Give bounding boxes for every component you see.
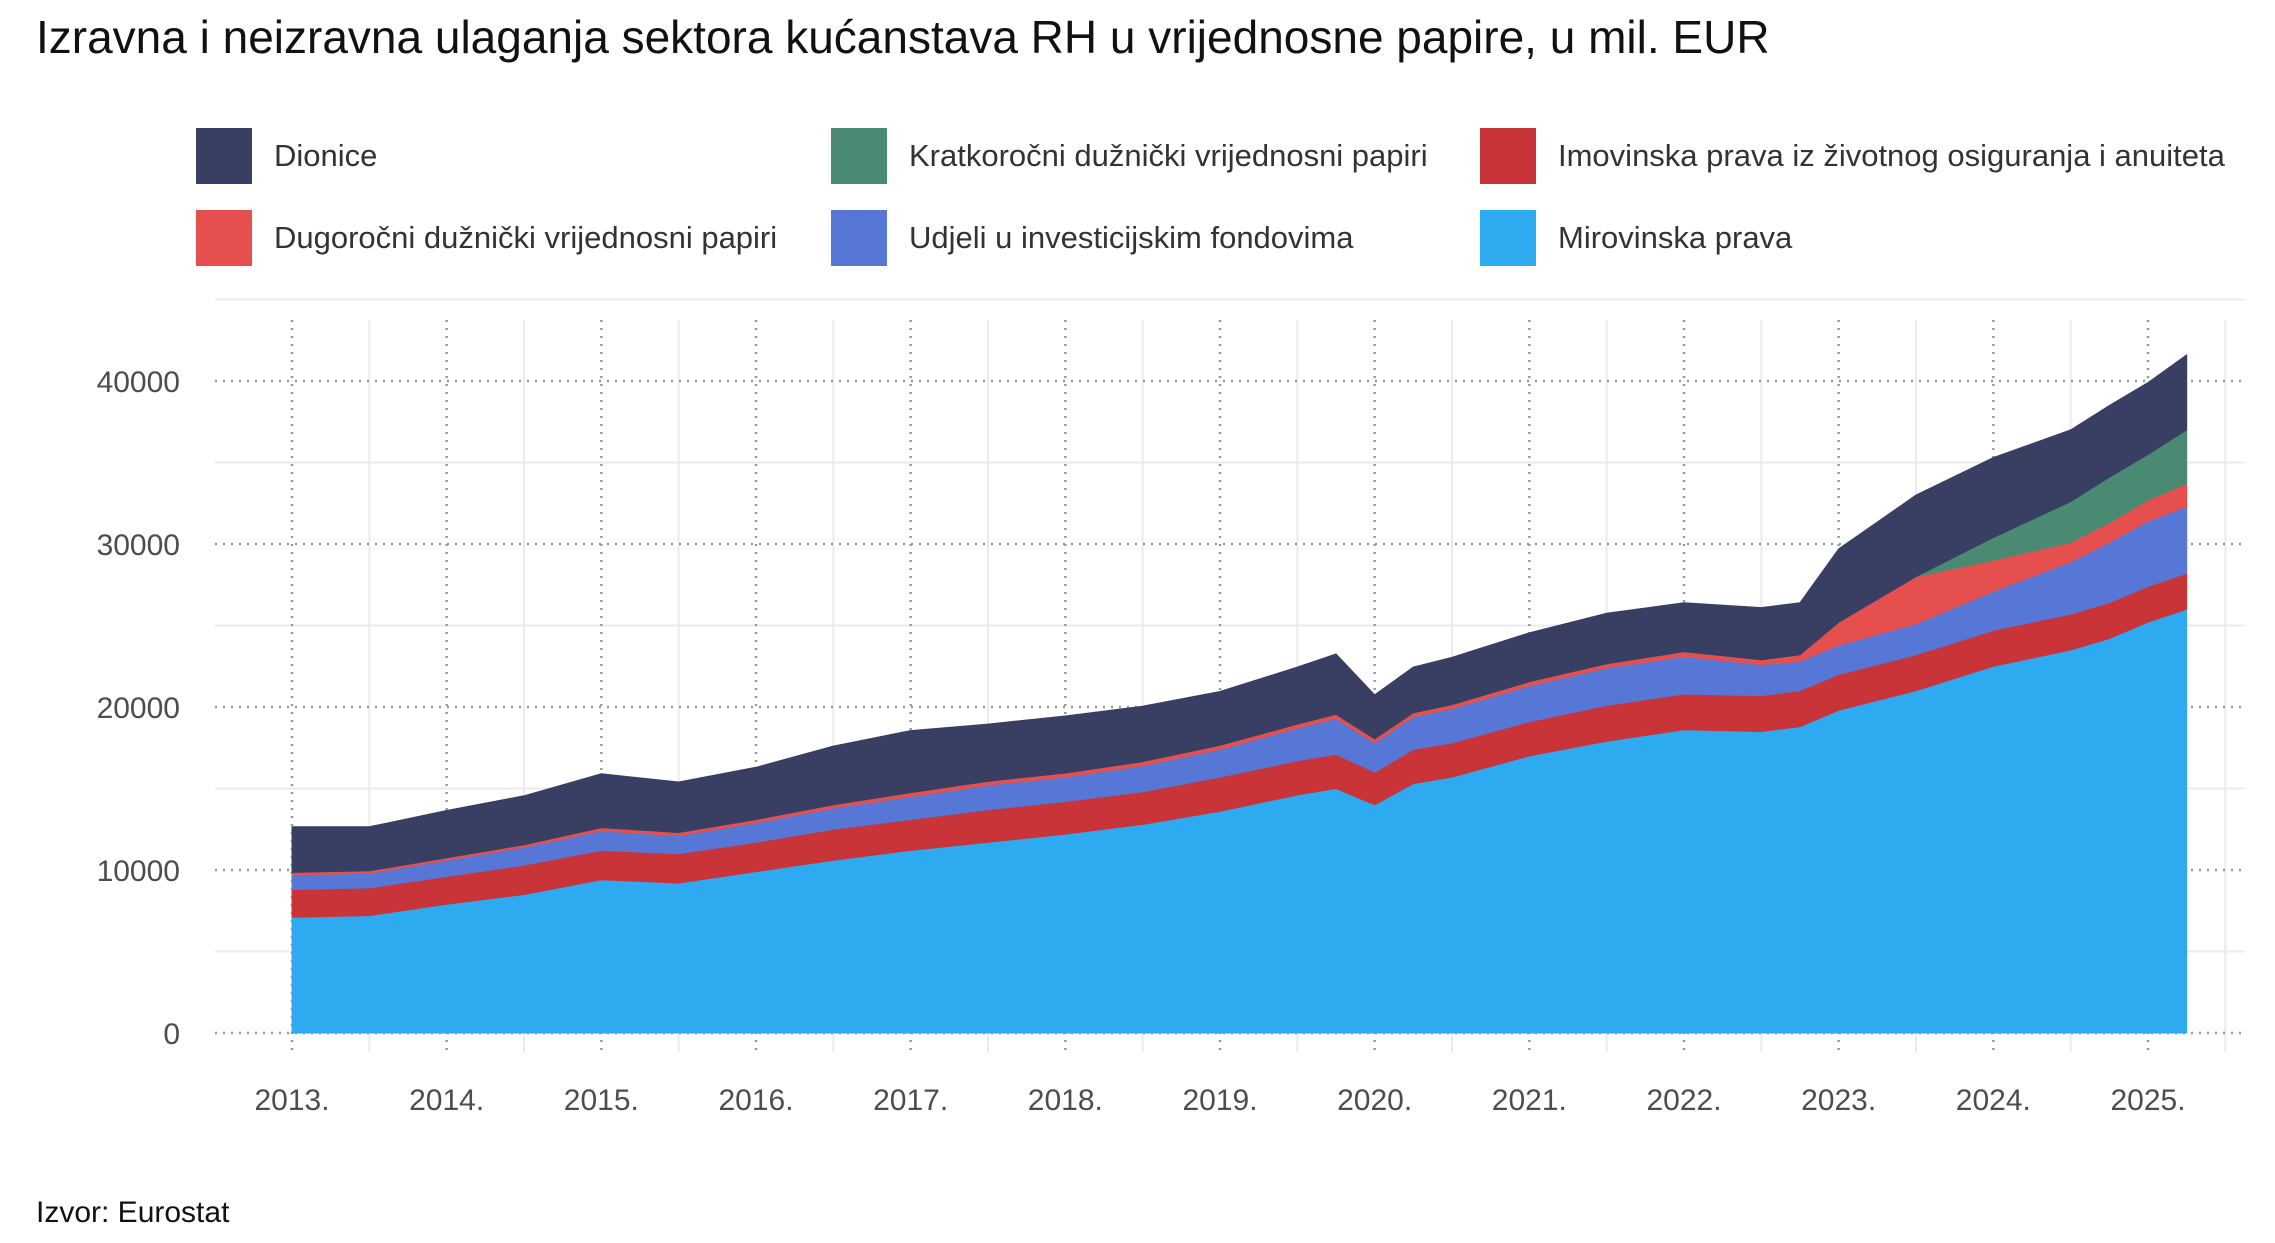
x-tick-label: 2018. <box>1028 1084 1103 1117</box>
x-tick-label: 2019. <box>1182 1084 1257 1117</box>
legend-item-dionice: Dionice <box>196 126 377 186</box>
y-tick-label: 40000 <box>97 366 180 399</box>
legend-swatch <box>831 128 887 184</box>
legend-swatch <box>1480 210 1536 266</box>
legend-item-dugorocni: Dugoročni dužnički vrijednosni papiri <box>196 208 777 268</box>
legend-label: Mirovinska prava <box>1558 220 1793 255</box>
series-areas <box>291 353 2188 1034</box>
legend-label: Udjeli u investicijskim fondovima <box>909 220 1354 255</box>
y-tick-label: 10000 <box>97 855 180 888</box>
x-tick-label: 2021. <box>1492 1084 1567 1117</box>
legend: Dionice Kratkoročni dužnički vrijednosni… <box>196 122 2256 272</box>
x-tick-label: 2024. <box>1956 1084 2031 1117</box>
legend-swatch <box>196 128 252 184</box>
x-tick-label: 2013. <box>254 1084 329 1117</box>
x-tick-label: 2015. <box>564 1084 639 1117</box>
legend-label: Dionice <box>274 138 378 173</box>
legend-swatch <box>1480 128 1536 184</box>
legend-swatch <box>831 210 887 266</box>
y-axis-tick-labels: 0 10000 20000 30000 40000 <box>97 366 180 1051</box>
legend-swatch <box>196 210 252 266</box>
legend-item-mirovinska-prava: Mirovinska prava <box>1480 208 1792 268</box>
legend-item-imovinska-prava: Imovinska prava iz životnog osiguranja i… <box>1480 126 2225 186</box>
x-tick-label: 2017. <box>873 1084 948 1117</box>
y-tick-label: 20000 <box>97 692 180 725</box>
x-tick-label: 2023. <box>1801 1084 1876 1117</box>
x-tick-label: 2022. <box>1646 1084 1721 1117</box>
source-note: Izvor: Eurostat <box>36 1196 230 1229</box>
legend-label: Imovinska prava iz životnog osiguranja i… <box>1558 138 2225 173</box>
legend-item-kratkorocni: Kratkoročni dužnički vrijednosni papiri <box>831 126 1428 186</box>
legend-label: Dugoročni dužnički vrijednosni papiri <box>274 220 778 255</box>
x-tick-label: 2016. <box>718 1084 793 1117</box>
chart-title: Izravna i neizravna ulaganja sektora kuć… <box>36 11 1770 63</box>
y-tick-label: 0 <box>163 1018 180 1051</box>
y-tick-label: 30000 <box>97 529 180 562</box>
legend-label: Kratkoročni dužnički vrijednosni papiri <box>909 138 1428 173</box>
x-axis-tick-labels: 2013. 2014. 2015. 2016. 2017. 2018. 2019. 2020.… <box>254 1084 2185 1117</box>
x-tick-label: 2014. <box>409 1084 484 1117</box>
legend-item-udjeli: Udjeli u investicijskim fondovima <box>831 208 1354 268</box>
area-dionice <box>291 353 2188 873</box>
x-tick-label: 2025. <box>2110 1084 2185 1117</box>
x-tick-label: 2020. <box>1337 1084 1412 1117</box>
